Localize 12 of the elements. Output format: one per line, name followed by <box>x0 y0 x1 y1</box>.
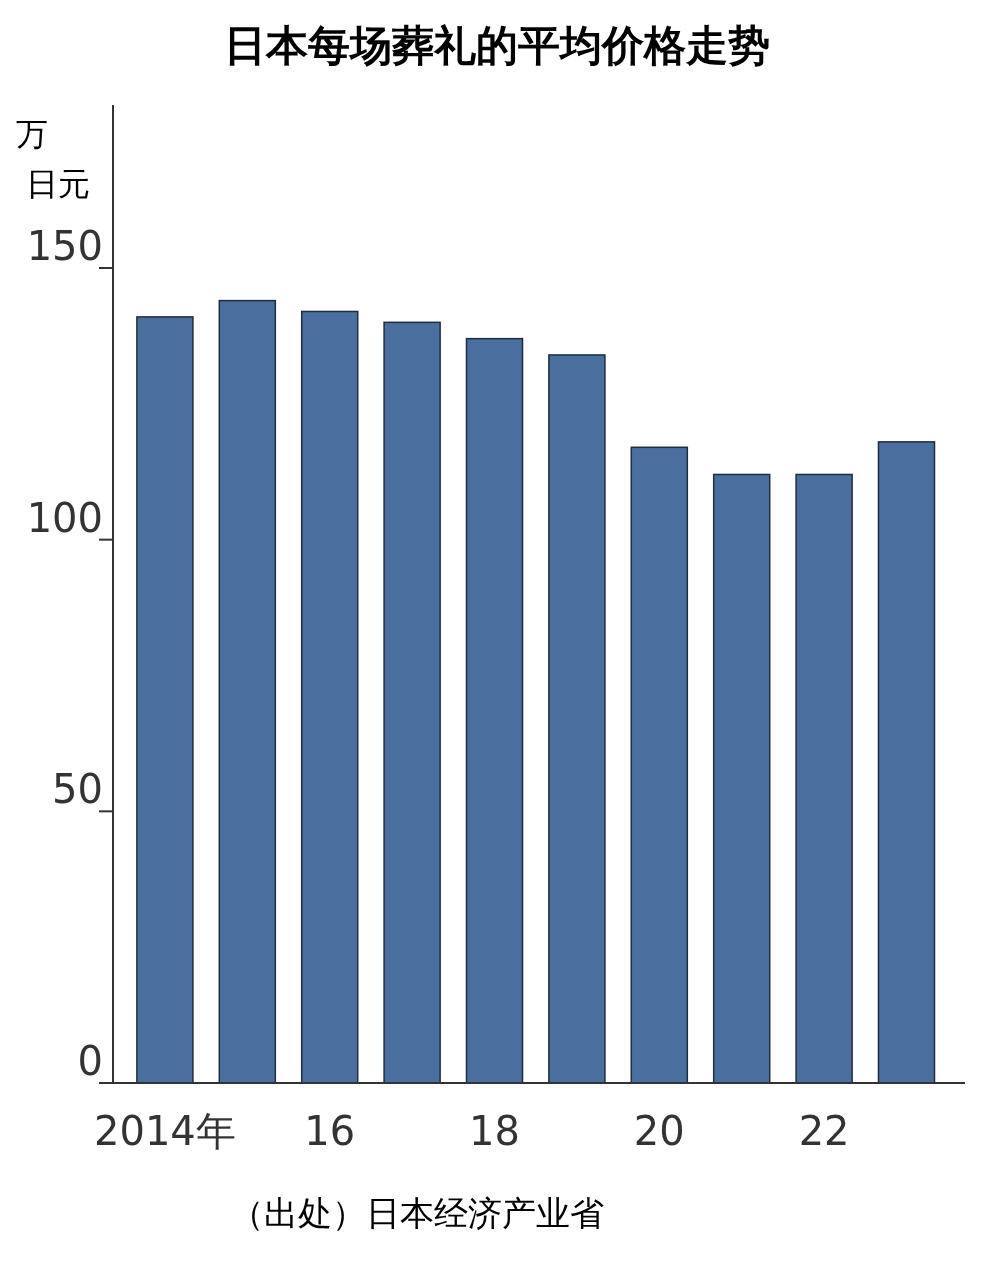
y-tick-label: 100 <box>26 494 103 541</box>
x-tick-label: 20 <box>633 1108 685 1154</box>
text: （出处）日本经济产业省 <box>230 1193 604 1233</box>
y-tick-label: 50 <box>52 766 103 813</box>
x-tick-label: 16 <box>304 1108 356 1154</box>
y-axis-title: 万日元 <box>16 115 90 203</box>
x-tick-label: 2014年 <box>94 1108 236 1154</box>
x-tick-label: 18 <box>469 1108 520 1154</box>
y-tick-label: 150 <box>26 223 103 269</box>
x-tick-label: 22 <box>798 1108 850 1154</box>
y-tick-label: 0 <box>77 1038 103 1084</box>
chart-title: 日本每场葬礼的平均价格走势 <box>224 21 770 70</box>
